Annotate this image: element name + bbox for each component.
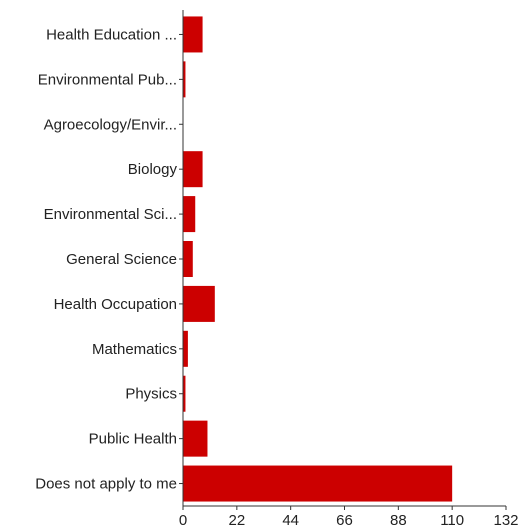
category-label: Health Education ... xyxy=(46,26,177,43)
category-label: Agroecology/Envir... xyxy=(44,116,177,133)
category-axis: Health Education ... Environmental Pub...… xyxy=(35,26,183,493)
bar xyxy=(183,196,196,233)
category-label: Physics xyxy=(125,386,177,403)
category-label: Environmental Pub... xyxy=(38,71,177,88)
bar-series xyxy=(183,16,453,502)
category-label: Biology xyxy=(128,161,178,178)
bar xyxy=(183,285,215,322)
bar xyxy=(183,151,203,188)
bar xyxy=(183,420,208,457)
category-label: Environmental Sci... xyxy=(44,206,177,223)
tick-label: 66 xyxy=(336,512,353,529)
bar xyxy=(183,330,188,367)
category-label: Does not apply to me xyxy=(35,476,177,493)
category-label: Health Occupation xyxy=(54,296,177,313)
bar xyxy=(183,375,186,412)
tick-label: 88 xyxy=(390,512,407,529)
tick-label: 0 xyxy=(179,512,187,529)
value-axis: 0 22 44 66 88 110 132 xyxy=(179,10,518,529)
bar xyxy=(183,465,453,502)
tick-label: 44 xyxy=(282,512,299,529)
bar xyxy=(183,61,186,98)
tick-label: 22 xyxy=(228,512,245,529)
bar xyxy=(183,16,203,53)
bar xyxy=(183,241,193,277)
category-label: Mathematics xyxy=(92,341,177,358)
category-label: General Science xyxy=(66,251,177,268)
category-label: Public Health xyxy=(89,431,177,448)
tick-label: 132 xyxy=(493,512,518,529)
tick-label: 110 xyxy=(440,512,464,529)
